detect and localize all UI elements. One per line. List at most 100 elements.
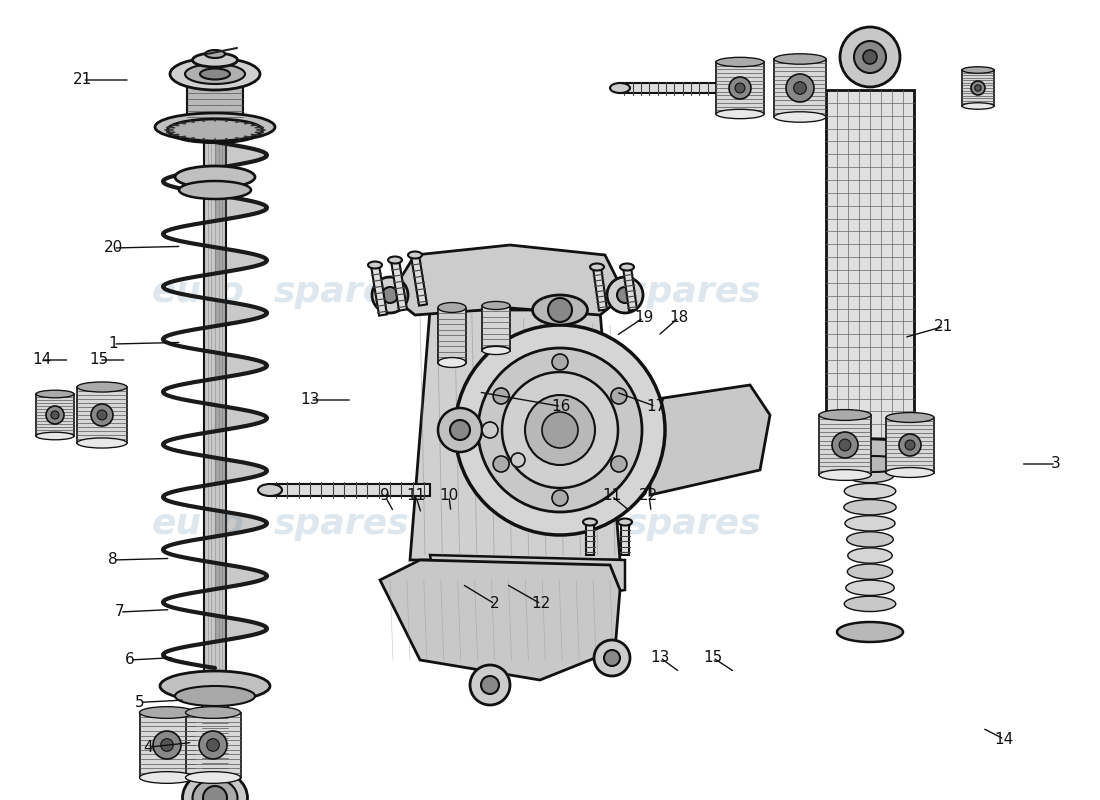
Circle shape [161,738,174,751]
Ellipse shape [140,772,195,783]
Ellipse shape [820,470,871,480]
Ellipse shape [155,113,275,141]
Ellipse shape [774,112,826,122]
Circle shape [594,640,630,676]
Text: 19: 19 [634,310,653,325]
Ellipse shape [847,532,893,547]
Ellipse shape [590,263,604,270]
Ellipse shape [388,257,401,263]
Bar [886,418,934,473]
Ellipse shape [823,456,917,472]
Ellipse shape [583,518,597,526]
Text: 9: 9 [381,489,389,503]
Circle shape [839,439,851,451]
Ellipse shape [847,564,893,579]
Ellipse shape [36,432,74,440]
Text: 1: 1 [109,337,118,351]
Text: 3: 3 [1052,457,1060,471]
Bar [204,112,226,718]
Polygon shape [390,245,625,315]
Ellipse shape [716,58,764,66]
Text: euro: euro [504,507,596,541]
Bar [140,713,195,778]
Ellipse shape [962,102,994,110]
Ellipse shape [170,58,260,90]
Ellipse shape [258,484,282,496]
Text: 6: 6 [125,653,134,667]
Ellipse shape [844,499,896,515]
Bar [186,713,241,778]
Circle shape [786,74,814,102]
Text: 11: 11 [406,489,426,503]
Polygon shape [593,266,607,310]
Bar [36,394,74,436]
Ellipse shape [438,358,466,367]
Circle shape [91,404,113,426]
Ellipse shape [610,83,630,93]
Circle shape [372,277,408,313]
Bar [774,59,826,117]
Text: 21: 21 [73,73,92,87]
Circle shape [794,82,806,94]
Circle shape [493,388,509,404]
Ellipse shape [620,263,634,270]
Ellipse shape [167,119,263,141]
Text: euro: euro [152,275,244,309]
Ellipse shape [185,64,245,84]
Ellipse shape [175,166,255,188]
Text: 16: 16 [551,399,571,414]
Bar [438,307,466,362]
Ellipse shape [200,69,230,79]
Text: spares: spares [273,275,409,309]
Circle shape [51,411,59,419]
Text: spares: spares [273,507,409,541]
Ellipse shape [886,413,934,422]
Ellipse shape [438,359,466,367]
Circle shape [552,354,568,370]
Circle shape [207,738,219,751]
Ellipse shape [482,346,510,354]
Ellipse shape [408,251,422,258]
Circle shape [552,490,568,506]
Circle shape [729,77,751,99]
Polygon shape [270,484,430,496]
Polygon shape [411,254,427,306]
Circle shape [478,348,642,512]
Ellipse shape [886,467,934,478]
Text: 14: 14 [32,353,52,367]
Text: euro: euro [152,507,244,541]
Circle shape [610,456,627,472]
Circle shape [470,665,510,705]
Circle shape [450,420,470,440]
Ellipse shape [175,686,255,706]
Text: spares: spares [625,275,761,309]
Polygon shape [620,83,721,93]
Circle shape [905,440,915,450]
Circle shape [153,731,182,759]
Circle shape [864,50,877,64]
Circle shape [975,85,981,91]
Text: 13: 13 [300,393,320,407]
Polygon shape [621,522,629,555]
Circle shape [482,422,498,438]
Circle shape [610,388,627,404]
Ellipse shape [716,110,764,118]
Text: 14: 14 [994,732,1014,746]
Text: 21: 21 [934,319,954,334]
Circle shape [617,287,632,303]
Text: 4: 4 [144,740,153,754]
Text: 15: 15 [703,650,723,665]
Circle shape [481,676,499,694]
Polygon shape [430,555,625,600]
Text: 11: 11 [602,489,621,503]
Polygon shape [623,266,637,310]
Circle shape [438,408,482,452]
Circle shape [46,406,64,424]
Circle shape [97,410,107,420]
Ellipse shape [36,390,74,398]
Ellipse shape [846,467,894,482]
Ellipse shape [368,262,382,269]
Circle shape [735,83,745,93]
Ellipse shape [532,295,587,325]
Bar [826,90,914,450]
